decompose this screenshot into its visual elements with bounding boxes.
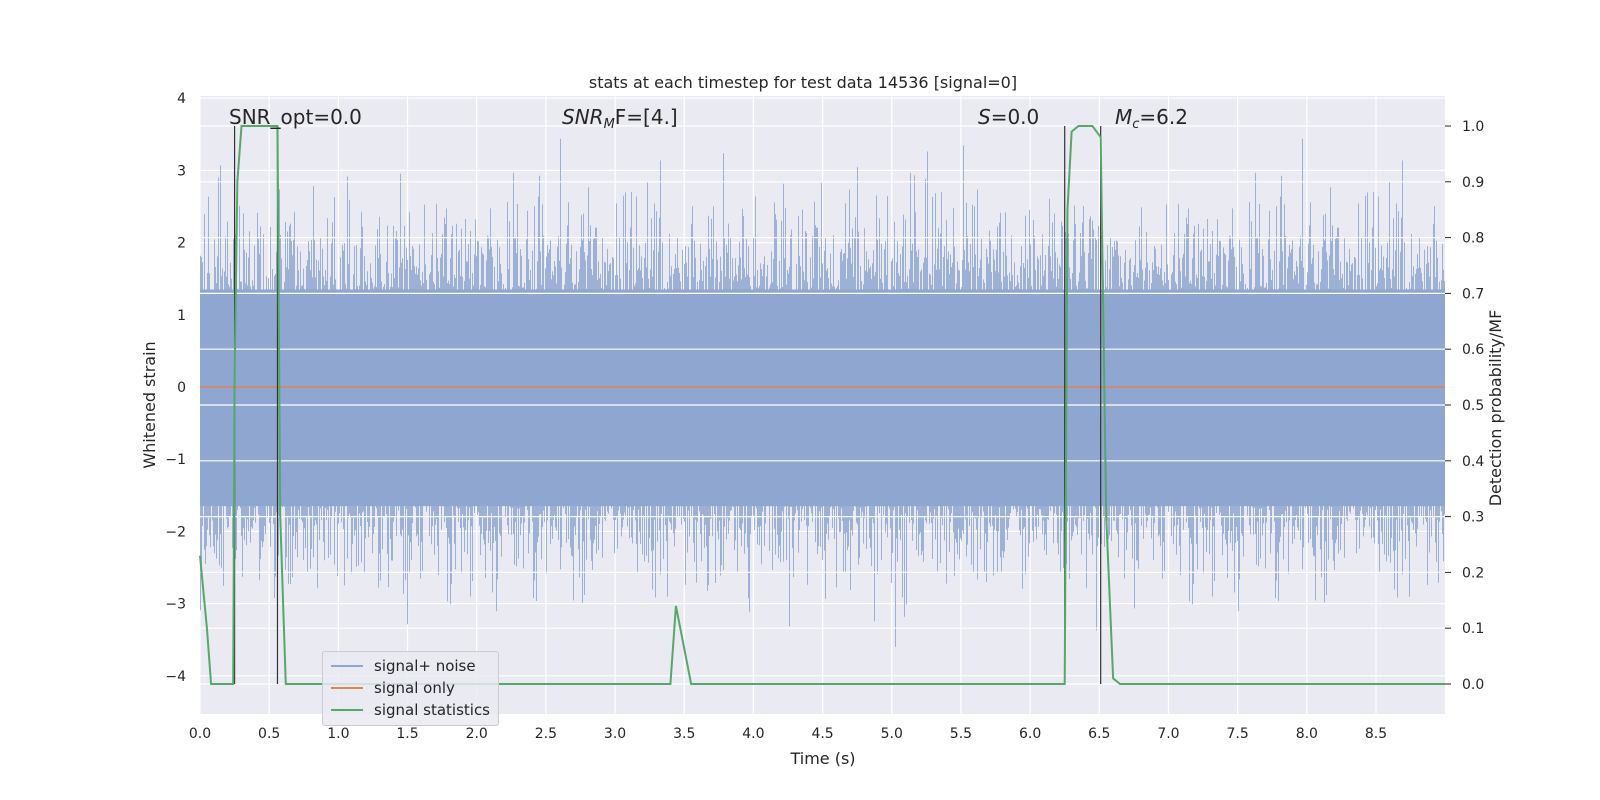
y-left-tick-label: 2 [177,236,186,252]
x-tick-labels: 0.0 0.5 1.0 1.5 2.0 2.5 3.0 3.5 4.0 4.5 5.0 5.5 6.0 6… [189,726,1387,742]
y-right-tick-label: 0.3 [1462,510,1484,526]
mc-annotation: Mc=6.2 [1115,105,1188,132]
signal-statistics-series [199,125,1445,685]
x-tick-label: 5.5 [950,726,972,742]
x-tick-label: 7.5 [1227,726,1249,742]
x-tick-label: 1.0 [327,726,349,742]
x-tick-label: 8.5 [1365,726,1387,742]
x-tick-label: 1.5 [396,726,418,742]
y-right-tick-label: 0.7 [1462,286,1484,302]
s-annotation: S=0.0 [978,105,1039,129]
y-right-tick-label: 0.5 [1462,398,1484,414]
legend-item-signal-only: signal only [331,677,455,699]
noise-trace [200,138,1445,647]
legend-swatch [331,665,363,667]
x-tick-label: 0.0 [189,726,211,742]
y-right-tick-label: 0.6 [1462,342,1484,358]
x-tick-label: 0.5 [258,726,280,742]
legend-label: signal statistics [374,701,491,719]
y-right-tick-label: 0.4 [1462,454,1484,470]
y-right-tick-label: 0.8 [1462,231,1484,247]
x-tick-label: 4.0 [742,726,764,742]
y-left-tick-label: −3 [165,597,186,613]
y-left-tick-label: −2 [165,524,186,540]
x-tick-label: 7.0 [1157,726,1179,742]
chart-title: stats at each timestep for test data 145… [589,73,1017,92]
snr-mf-annotation: SNRMF=[4.] [562,105,678,132]
y-right-tick-labels: 1.0 0.9 0.8 0.7 0.6 0.5 0.4 0.3 0.2 0.1 0.0 [1445,119,1484,693]
y-left-tick-label: 4 [177,91,186,107]
legend-label: signal+ noise [374,657,476,675]
y-right-axis-label-placed: Detection probability/MF [1486,310,1505,507]
x-tick-label: 2.5 [535,726,557,742]
y-left-tick-label: 0 [177,380,186,396]
y-right-tick-label: 0.2 [1462,565,1484,581]
y-right-tick-label: 0.9 [1462,175,1484,191]
y-right-tick-label: 0.0 [1462,677,1484,693]
y-left-tick-label: 3 [177,163,186,179]
x-tick-label: 6.5 [1088,726,1110,742]
x-tick-label: 6.0 [1019,726,1041,742]
x-tick-label: 5.0 [881,726,903,742]
y-right-tick-label: 1.0 [1462,119,1484,135]
x-tick-label: 3.0 [604,726,626,742]
y-left-tick-label: 1 [177,308,186,324]
y-right-tick-label: 0.1 [1462,621,1484,637]
legend-swatch [331,687,363,689]
legend-swatch [331,709,363,711]
legend: signal+ noise signal only signal statist… [322,651,499,726]
x-tick-label: 8.0 [1296,726,1318,742]
signal-plus-noise-series [200,138,1445,647]
legend-item-signal-statistics: signal statistics [331,699,490,721]
y-left-tick-label: −1 [165,452,186,468]
y-left-tick-labels: 4 3 2 1 0 −1 −2 −3 −4 [165,91,186,685]
legend-label: signal only [374,679,455,697]
y-left-tick-label: −4 [165,669,186,685]
y-left-axis-label: Whitened strain [140,341,159,468]
x-tick-label: 4.5 [811,726,833,742]
x-tick-label: 3.5 [673,726,695,742]
snr-opt-annotation: SNR_opt=0.0 [229,105,362,129]
x-axis-label: Time (s) [789,749,855,768]
x-tick-label: 2.0 [466,726,488,742]
legend-item-signal-noise: signal+ noise [331,655,476,677]
